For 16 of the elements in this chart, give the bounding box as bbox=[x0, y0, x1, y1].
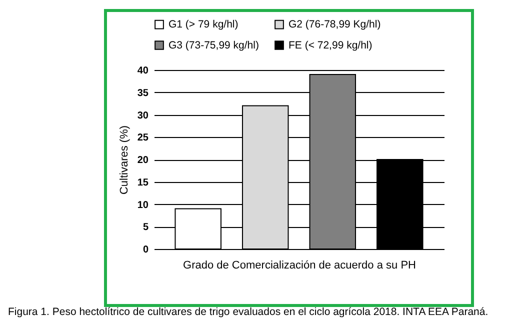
y-tick-label: 0 bbox=[142, 244, 149, 256]
y-tick-label: 30 bbox=[137, 110, 149, 122]
y-axis-title: Cultivares (%) bbox=[118, 125, 130, 195]
legend-label: G3 (73-75,99 kg/hl) bbox=[168, 39, 259, 52]
y-tick-label: 20 bbox=[137, 155, 149, 166]
x-axis-title: Grado de Comercialización de acuerdo a su PH bbox=[183, 260, 416, 272]
legend-label: FE (< 72,99 kg/hl) bbox=[288, 39, 372, 52]
y-tick-label: 35 bbox=[137, 88, 149, 99]
y-tick-label: 15 bbox=[137, 177, 149, 188]
y-tick-label: 10 bbox=[137, 200, 149, 211]
legend-label: G2 (76-78,99 Kg/hl) bbox=[288, 18, 381, 31]
y-tick-label: 5 bbox=[142, 222, 149, 234]
y-tick-label: 25 bbox=[137, 132, 149, 144]
legend-label: G1 (> 79 kg/hl) bbox=[168, 18, 238, 31]
text: Figura 1. Peso hectolítrico de cultivares de trigo evaluados en el ciclo agrícola 2018. INTA EEA Paraná. bbox=[8, 306, 488, 318]
y-tick-label: 40 bbox=[137, 66, 149, 76]
